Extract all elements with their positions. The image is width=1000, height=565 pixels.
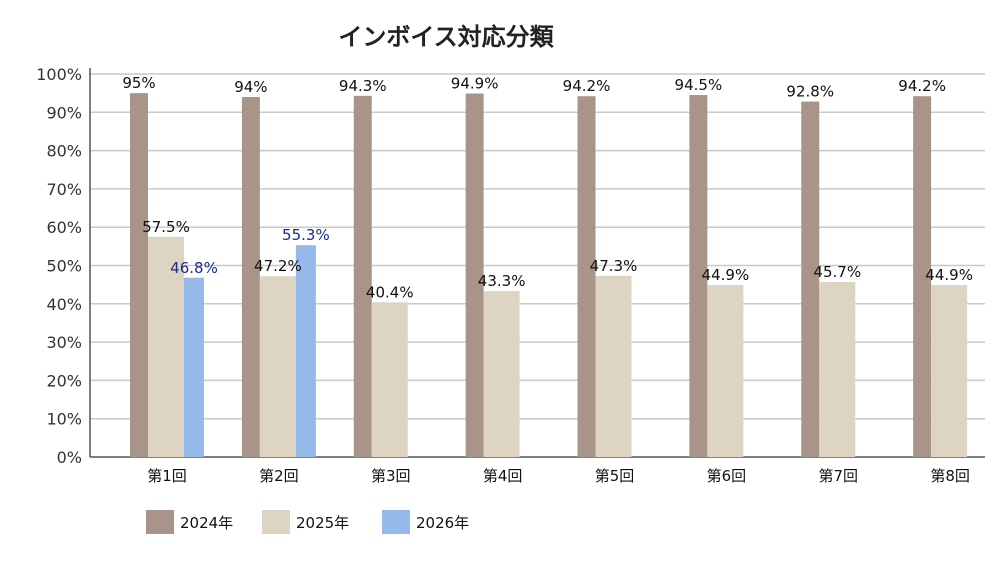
- data-label: 94.9%: [451, 75, 499, 93]
- x-tick-label: 第5回: [595, 467, 635, 485]
- x-tick-label: 第4回: [483, 467, 523, 485]
- data-label: 47.2%: [254, 257, 302, 275]
- y-tick-label: 10%: [46, 410, 82, 429]
- y-tick-label: 70%: [46, 180, 82, 199]
- legend-label: 2025年: [296, 514, 349, 532]
- data-label: 55.3%: [282, 226, 330, 244]
- data-label: 46.8%: [170, 259, 218, 277]
- bar-2024年: [801, 101, 820, 458]
- y-tick-label: 20%: [46, 371, 82, 390]
- data-label: 95%: [122, 74, 155, 92]
- legend-swatch: [382, 510, 410, 534]
- x-tick-label: 第7回: [818, 467, 858, 485]
- data-label: 45.7%: [813, 263, 861, 281]
- bar-2024年: [465, 93, 484, 458]
- data-label: 94.3%: [339, 77, 387, 95]
- bars: [130, 93, 968, 458]
- legend-swatch: [146, 510, 174, 534]
- x-tick-label: 第1回: [147, 467, 187, 485]
- x-tick-label: 第6回: [707, 467, 747, 485]
- legend-label: 2026年: [416, 514, 469, 532]
- bar-2025年: [148, 236, 184, 457]
- data-label: 57.5%: [142, 218, 190, 236]
- data-label: 47.3%: [590, 257, 638, 275]
- data-label: 94%: [234, 78, 267, 96]
- gridlines: [90, 73, 985, 458]
- bar-2024年: [689, 95, 708, 457]
- data-labels: 95% 57.5% 46.8% 94% 47.2% 55.3% 94.3% 40.4% 94.9…: [122, 74, 973, 301]
- legend-swatch: [262, 510, 290, 534]
- chart-title: インボイス対応分類: [338, 23, 554, 51]
- bar-2026年: [295, 245, 316, 457]
- bar-2026年: [184, 277, 204, 457]
- data-label: 40.4%: [366, 283, 414, 301]
- bar-2024年: [913, 96, 932, 458]
- bar-2024年: [130, 93, 148, 458]
- bar-2025年: [483, 291, 520, 457]
- legend: 2024年 2025年 2026年: [146, 510, 469, 534]
- bar-2025年: [819, 281, 856, 457]
- y-tick-label: 30%: [46, 333, 82, 352]
- y-tick-label: 100%: [36, 65, 82, 84]
- bar-2025年: [595, 275, 632, 457]
- bar-2025年: [259, 276, 296, 457]
- y-tick-label: 60%: [46, 218, 82, 237]
- x-axis-labels: 第1回 第2回 第3回 第4回 第5回 第6回 第7回 第8回: [147, 467, 970, 485]
- y-tick-label: 50%: [46, 257, 82, 276]
- data-label: 44.9%: [702, 266, 750, 284]
- x-tick-label: 第8回: [930, 467, 970, 485]
- data-label: 44.9%: [925, 266, 973, 284]
- bar-2025年: [931, 285, 968, 457]
- y-tick-label: 0%: [57, 448, 82, 467]
- y-tick-label: 80%: [46, 142, 82, 161]
- y-tick-label: 40%: [46, 295, 82, 314]
- x-tick-label: 第2回: [259, 467, 299, 485]
- data-label: 94.2%: [898, 77, 946, 95]
- bar-2024年: [241, 96, 260, 457]
- y-axis: 0% 10% 20% 30% 40% 50% 60% 70% 80% 90% 100%: [36, 65, 91, 467]
- bar-2025年: [371, 302, 408, 457]
- bar-2024年: [577, 96, 596, 458]
- x-tick-label: 第3回: [371, 467, 411, 485]
- data-label: 94.5%: [675, 76, 723, 94]
- legend-label: 2024年: [180, 514, 233, 532]
- bar-2025年: [707, 285, 744, 457]
- y-tick-label: 90%: [46, 103, 82, 122]
- data-label: 43.3%: [478, 272, 526, 290]
- data-label: 92.8%: [786, 83, 834, 101]
- data-label: 94.2%: [563, 77, 611, 95]
- bar-2024年: [353, 95, 372, 458]
